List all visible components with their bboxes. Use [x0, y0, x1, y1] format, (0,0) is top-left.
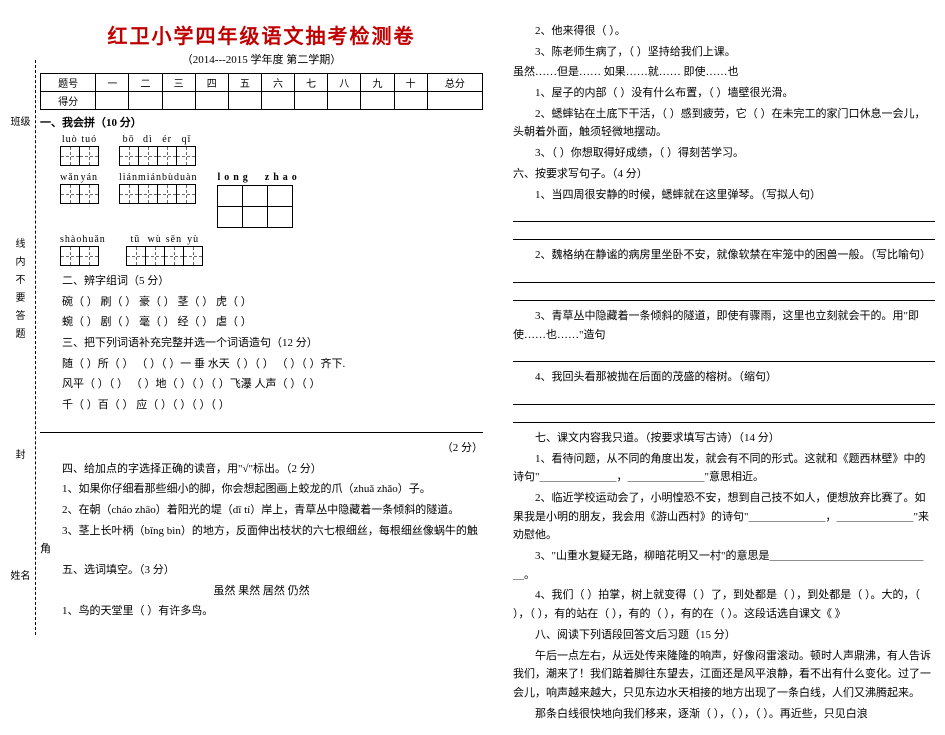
q7-item-4: 4、我们（ ）拍掌，树上就变得（ ）了，到处都是（ ），到处都是（ ）。大的，（…	[513, 586, 935, 623]
q3-score: （2 分）	[40, 439, 483, 458]
side-text-top: 线内不 要答题	[16, 232, 26, 343]
th: 十	[394, 74, 427, 92]
score-table: 题号 一 二 三 四 五 六 七 八 九 十 总分 得分	[40, 73, 483, 110]
th: 题号	[41, 74, 96, 92]
th: 三	[162, 74, 195, 92]
pinyin-box-2a: wǎnyán	[60, 172, 99, 204]
q6-item-1: 1、当四周很安静的时候，蟋蟀就在这里弹琴。（写拟人句）	[513, 186, 935, 205]
section-4-title: 四、给加点的字选择正确的读音，用"√"标出。（2 分）	[40, 460, 483, 479]
q5-item-1: 1、鸟的天堂里（ ）有许多鸟。	[40, 602, 483, 621]
th: 二	[129, 74, 162, 92]
pinyin-box-1b: bōdìérqǐ	[119, 134, 196, 166]
exam-subtitle: （2014---2015 学年度 第二学期）	[40, 51, 483, 67]
r-item-1: 1、屋子的内部（ ）没有什么布置，（ ）墙壁很光滑。	[513, 84, 935, 103]
pinyin-label: long zhao	[217, 172, 300, 183]
q3-line-2: 风平（ ）（ ） （ ）地（ ）（ ）（ ）飞瀑 人声（ ）（ ）	[40, 375, 483, 394]
right-column: 2、他来得很（ ）。 3、陈老师生病了，（ ）坚持给我们上课。 虽然……但是………	[513, 20, 935, 725]
pinyin-row-3: shàohuǎn tūwùsēnyù	[60, 234, 483, 266]
q2-line-1: 碗（ ） 刷（ ） 豪（ ） 茎（ ） 虎（ ）	[40, 293, 483, 312]
pinyin-box-3a: shàohuǎn	[60, 234, 106, 266]
pinyin-box-3b: tūwùsēnyù	[126, 234, 203, 266]
q2-line-2: 蜿（ ） 剧（ ） 毫（ ） 经（ ） 虐（ ）	[40, 313, 483, 332]
pinyin-row-1: luòtuó bōdìérqǐ	[60, 134, 483, 166]
th: 一	[96, 74, 129, 92]
q5-item-3: 3、陈老师生病了，（ ）坚持给我们上课。	[513, 43, 935, 62]
pinyin-box-2b: liánmiánbùduàn	[119, 172, 197, 204]
score-value-row: 得分	[41, 92, 483, 110]
blank-line	[513, 393, 935, 405]
th: 六	[261, 74, 294, 92]
q6-item-3: 3、青草丛中隐藏着一条倾斜的隧道，即使有骤雨，这里也立刻就会干的。用"即使……也…	[513, 307, 935, 344]
q8-text-2: 那条白线很快地向我们移来，逐渐（ ），（ ），（ ）。再近些，只见白浪	[513, 705, 935, 724]
section-3-title: 三、把下列词语补充完整并选一个词语造句（12 分）	[40, 334, 483, 353]
q4-item-3: 3、茎上长叶柄（bǐng bìn）的地方，反面伸出枝状的六七根细丝，每根细丝像蜗…	[40, 522, 483, 559]
th: 总分	[427, 74, 482, 92]
pinyin-row-2: wǎnyán liánmiánbùduàn long zhao	[60, 172, 483, 228]
blank-line	[513, 411, 935, 423]
blank-line	[513, 228, 935, 240]
q3-line-3: 千（ ）百（ ） 应（ ）（ ）（ ）（ ）	[40, 396, 483, 415]
binding-margin: 班级 线内不 要答题 封 姓名	[6, 60, 36, 635]
left-column: 红卫小学四年级语文抽考检测卷 （2014---2015 学年度 第二学期） 题号…	[40, 20, 483, 725]
row-label: 得分	[41, 92, 96, 110]
blank-line	[513, 210, 935, 222]
blank-line	[40, 421, 483, 433]
th: 七	[295, 74, 328, 92]
q3-line-1: 随（ ）所（ ） （ ）（ ）一 垂 水天（ ）（ ） （ ）（ ）齐下.	[40, 355, 483, 374]
section-8-title: 八、阅读下列语段回答文后习题（15 分）	[513, 626, 935, 645]
blank-line	[513, 271, 935, 283]
side-label-seal: 封	[16, 444, 26, 463]
section-7-title: 七、课文内容我只道。（按要求填写古诗）（14 分）	[513, 429, 935, 448]
q4-item-2: 2、在朝（cháo zhāo）着阳光的堤（dī tí）岸上，青草丛中隐藏着一条倾…	[40, 501, 483, 520]
q5-item-2: 2、他来得很（ ）。	[513, 22, 935, 41]
th: 五	[228, 74, 261, 92]
q4-item-1: 1、如果你仔细看那些细小的脚，你会想起图画上蛟龙的爪（zhuǎ zhǎo）子。	[40, 480, 483, 499]
th: 八	[328, 74, 361, 92]
section-6-title: 六、按要求写句子。（4 分）	[513, 165, 935, 184]
q5-words: 虽然 果然 居然 仍然	[40, 582, 483, 601]
side-label-class: 班级	[11, 111, 31, 130]
exam-title: 红卫小学四年级语文抽考检测卷	[40, 20, 483, 49]
th: 九	[361, 74, 394, 92]
blank-line	[513, 289, 935, 301]
q6-item-2: 2、魏格纳在静谧的病房里坐卧不安，就像软禁在牢笼中的困兽一般。（写比喻句）	[513, 246, 935, 265]
section-1-title: 一、我会拼（10 分）	[40, 114, 483, 130]
score-header-row: 题号 一 二 三 四 五 六 七 八 九 十 总分	[41, 74, 483, 92]
blank-line	[513, 350, 935, 362]
section-5-title: 五、选词填空。（3 分）	[40, 561, 483, 580]
th: 四	[195, 74, 228, 92]
q6-item-4: 4、我回头看那被抛在后面的茂盛的榕树。（缩句）	[513, 368, 935, 387]
q7-item-1: 1、看待问题，从不同的角度出发，就会有不同的形式。这就和《题西林壁》中的诗句"＿…	[513, 450, 935, 487]
conjunction-options: 虽然……但是…… 如果……就…… 即使……也	[513, 63, 935, 82]
pinyin-box-1a: luòtuó	[60, 134, 99, 166]
r-item-2: 2、蟋蟀钻在土底下干活，（ ）感到疲劳，它（ ）在未完工的家门口休息一会儿，头朝…	[513, 105, 935, 142]
q7-item-3: 3、"山重水复疑无路，柳暗花明又一村"的意思是＿＿＿＿＿＿＿＿＿＿＿＿＿＿＿。	[513, 547, 935, 584]
side-label-name: 姓名	[11, 565, 31, 584]
section-2-title: 二、辨字组词（5 分）	[40, 272, 483, 291]
pinyin-box-2c: long zhao	[217, 172, 300, 228]
r-item-3: 3、（ ）你想取得好成绩，（ ）得刻苦学习。	[513, 144, 935, 163]
q7-item-2: 2、临近学校运动会了，小明惶恐不安，想到自己技不如人，便想放弃比赛了。如果我是小…	[513, 489, 935, 545]
